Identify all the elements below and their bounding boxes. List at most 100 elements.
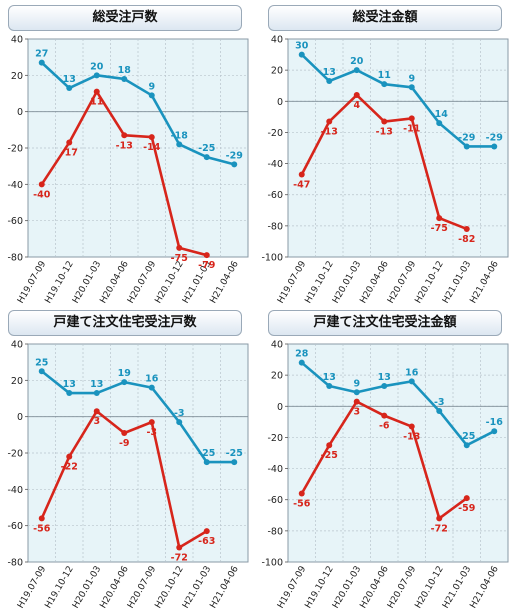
data-label: 30 [295,41,309,52]
data-point [353,92,360,99]
data-point [66,453,73,460]
series-line-0 [300,53,495,148]
chart-plot: 40200-20-40-60-80H19.07-09H19.10-12H20.0… [7,340,249,610]
data-label: -13 [376,127,393,138]
x-tick-label: H21.01-03 [441,260,473,306]
x-tick-label: H20.10-12 [154,565,186,610]
chart-panel-total-units: 総受注戸数 40 20 0 -20 -40 -60 -80 H19.07-09 H19.10-1… [0,0,260,305]
chart-title: 戸建て注文住宅受注戸数 [8,310,242,336]
data-point [93,408,100,415]
chart-panel-total-amount: 総受注金額 40 20 0 -20 -40 -60 -80 -100 H19.07-09 H19.… [260,0,520,305]
y-tick-label: -80 [267,221,283,232]
data-label: 11 [378,70,391,81]
data-point [381,118,388,125]
data-label: -17 [61,148,78,159]
data-point [298,51,305,58]
x-tick-label: H20.04-06 [99,564,131,610]
data-point [381,81,388,88]
chart-title: 総受注金額 [268,5,502,31]
data-label: -6 [379,421,390,432]
data-point [326,442,333,449]
data-point [353,398,360,405]
data-point [463,442,470,449]
data-label: -72 [431,523,448,534]
data-point [463,143,470,150]
x-tick-label: H20.04-06 [359,564,391,610]
y-tick-label: 0 [17,412,23,423]
y-tick-label: -80 [7,558,23,569]
data-label: -59 [458,503,475,514]
data-label: -25 [226,448,243,459]
x-tick-label: H20.07-09 [386,564,418,610]
x-tick-label: H20.10-12 [154,260,186,306]
data-label: 13 [63,379,76,390]
data-point [436,215,443,222]
data-label: 9 [148,81,155,92]
data-point [66,85,73,92]
data-point [381,412,388,419]
data-label: -9 [119,438,130,449]
data-label: 27 [35,49,48,60]
data-label: 13 [323,372,336,383]
y-tick-label: -60 [267,495,283,506]
data-point [176,419,183,426]
data-point [231,459,238,466]
data-label: -75 [431,223,448,234]
data-point [203,528,210,535]
x-tick-label: H20.10-12 [414,565,446,610]
x-tick-label: H20.07-09 [126,564,158,610]
data-label: 25 [35,357,48,368]
series-line-0 [300,361,495,447]
data-point [408,84,415,91]
y-tick-label: -80 [7,253,23,264]
x-tick-label: H21.04-06 [469,564,501,610]
data-point [298,359,305,366]
data-label: -11 [403,123,420,134]
data-point [148,134,155,141]
data-label: -14 [431,109,449,120]
data-point [491,428,498,435]
data-point [381,383,388,390]
data-point [121,132,128,139]
data-point [176,244,183,251]
data-point [121,430,128,437]
y-tick-label: 20 [271,371,283,382]
x-tick-label: H21.01-03 [441,565,473,610]
data-point [66,390,73,397]
x-tick-label: H20.01-03 [331,260,363,306]
y-tick-label: -60 [267,190,283,201]
data-label: -18 [171,130,189,141]
data-label: -13 [116,140,133,151]
y-tick-label: 40 [271,340,283,351]
data-label: -40 [33,189,51,200]
chart-plot: 40200-20-40-60-80-100H19.07-09H19.10-12H… [261,340,509,610]
data-point [203,459,210,466]
data-label: 18 [118,65,132,76]
y-tick-label: -20 [267,433,283,444]
y-tick-label: -60 [7,521,23,532]
data-point [298,490,305,497]
data-label: -29 [486,132,503,143]
data-point [408,378,415,385]
data-label: -16 [486,417,504,428]
data-label: 3 [93,416,100,427]
data-label: 13 [63,74,76,85]
data-point [203,252,210,259]
chart-panel-custom-house-units: 戸建て注文住宅受注戸数 40 20 0 -20 -40 -60 -80 H19.07-09 H1… [0,305,260,610]
x-tick-label: H20.01-03 [331,565,363,610]
x-tick-label: H19.10-12 [304,565,336,610]
data-label: -79 [198,260,215,271]
data-point [463,495,470,502]
data-point [121,75,128,82]
data-point [203,154,210,161]
chart-plot: 40200-20-40-60-80-100H19.07-09H19.10-12H… [261,35,509,306]
data-label: -25 [321,450,338,461]
data-label: 20 [90,61,104,72]
data-point [38,515,45,522]
series-line-0 [40,370,235,464]
data-point [38,59,45,66]
x-tick-label: H21.01-03 [181,565,213,610]
data-label: -14 [143,142,161,153]
data-point [148,384,155,391]
series-line-0 [40,61,235,166]
